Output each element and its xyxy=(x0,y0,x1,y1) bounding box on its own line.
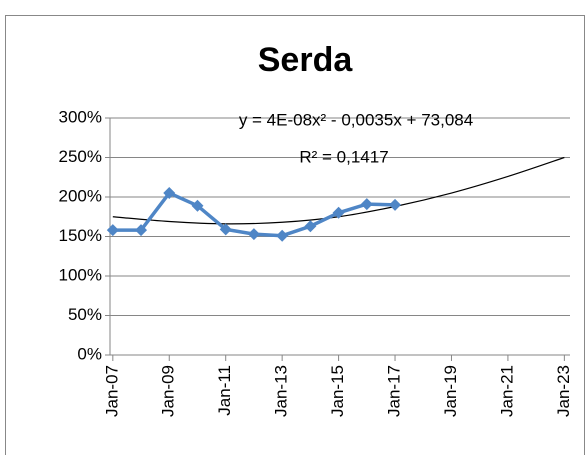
x-tick-label: Jan-19 xyxy=(441,365,460,417)
marker xyxy=(135,224,148,237)
x-tick-label: Jan-17 xyxy=(385,365,404,417)
y-tick-label: 250% xyxy=(59,147,102,166)
chart-title: Serda xyxy=(258,41,354,79)
x-tick-label: Jan-11 xyxy=(215,365,234,416)
y-tick-label: 200% xyxy=(59,186,102,205)
x-tick-label: Jan-09 xyxy=(159,365,178,417)
marker xyxy=(389,198,402,211)
marker xyxy=(106,224,119,237)
marker xyxy=(332,206,345,219)
marker xyxy=(247,228,260,241)
trend-equation: y = 4E-08x² - 0,0035x + 73,084 xyxy=(239,110,473,129)
y-tick-label: 300% xyxy=(59,107,102,126)
x-tick-label: Jan-15 xyxy=(328,365,347,417)
y-tick-label: 50% xyxy=(68,305,102,324)
marker xyxy=(219,223,232,236)
y-tick-label: 0% xyxy=(77,344,102,363)
chart-border xyxy=(5,15,585,455)
marker xyxy=(276,229,289,242)
x-tick-label: Jan-23 xyxy=(554,365,573,417)
x-tick-label: Jan-07 xyxy=(102,365,121,417)
plot: 0% 50% 100% 150% 200% 250% 300% Jan-07 Jan-09 Jan… xyxy=(59,107,573,417)
marker xyxy=(163,187,176,200)
marker xyxy=(304,220,317,233)
marker xyxy=(191,199,204,212)
x-tick-label: Jan-13 xyxy=(272,365,291,417)
y-tick-label: 100% xyxy=(59,265,102,284)
marker xyxy=(360,198,373,211)
x-tick-label: Jan-21 xyxy=(497,365,516,417)
y-tick-label: 150% xyxy=(59,226,102,245)
r-squared: R² = 0,1417 xyxy=(299,147,388,166)
